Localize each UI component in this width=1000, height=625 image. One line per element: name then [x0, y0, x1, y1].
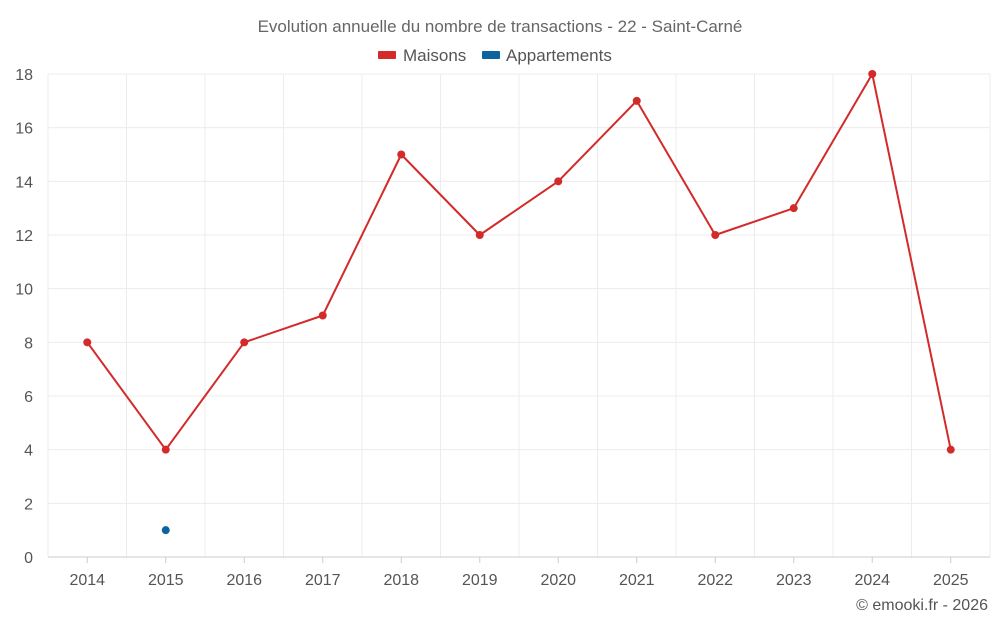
x-tick-label: 2024: [854, 572, 890, 589]
x-tick-label: 2018: [383, 572, 419, 589]
y-tick-label: 4: [24, 443, 33, 460]
data-point-maisons: [711, 231, 720, 239]
data-point-maisons: [632, 96, 641, 105]
chart-title: Evolution annuelle du nombre de transact…: [258, 17, 743, 36]
legend: Maisons Appartements: [378, 46, 612, 65]
y-tick-label: 12: [15, 228, 33, 245]
x-tick-label: 2020: [540, 572, 576, 589]
data-point-maisons: [554, 177, 563, 186]
x-tick-label: 2022: [697, 572, 733, 589]
x-tick-label: 2014: [69, 572, 105, 589]
y-tick-label: 0: [24, 550, 33, 567]
legend-label-maisons: Maisons: [403, 46, 466, 65]
data-point-maisons: [161, 445, 170, 454]
x-tick-label: 2015: [148, 572, 184, 589]
series: [83, 70, 955, 535]
y-tick-label: 16: [15, 121, 33, 138]
y-tick-label: 6: [24, 389, 33, 406]
x-tick-label: 2021: [619, 572, 655, 589]
axes: 0 2 4 6 8 10 12 14 16 18 2014 2015 2016 2017 2018 2019 2…: [15, 67, 990, 589]
data-point-maisons: [868, 70, 877, 78]
data-point-maisons: [475, 231, 484, 239]
data-point-maisons: [83, 338, 92, 347]
copyright-text: © emooki.fr - 2026: [856, 597, 988, 614]
x-tick-label: 2019: [462, 572, 498, 589]
legend-swatch-appartements: [482, 51, 500, 59]
data-point-maisons: [789, 204, 798, 213]
y-tick-label: 18: [15, 67, 33, 84]
data-point-maisons: [318, 311, 327, 320]
legend-swatch-maisons: [378, 51, 396, 59]
data-point-maisons: [240, 338, 249, 347]
series-line-maisons: [86, 73, 952, 451]
x-tick-label: 2025: [933, 572, 969, 589]
y-tick-label: 14: [15, 174, 33, 191]
data-point-appartements: [161, 526, 170, 535]
data-point-maisons: [397, 150, 406, 159]
data-point-maisons: [946, 445, 955, 454]
x-tick-label: 2016: [226, 572, 262, 589]
y-tick-label: 8: [24, 335, 33, 352]
x-tick-label: 2023: [776, 572, 812, 589]
grid: [47, 73, 991, 557]
x-tick-label: 2017: [305, 572, 341, 589]
legend-label-appartements: Appartements: [506, 46, 612, 65]
y-tick-label: 2: [24, 496, 33, 513]
y-tick-label: 10: [15, 282, 33, 299]
